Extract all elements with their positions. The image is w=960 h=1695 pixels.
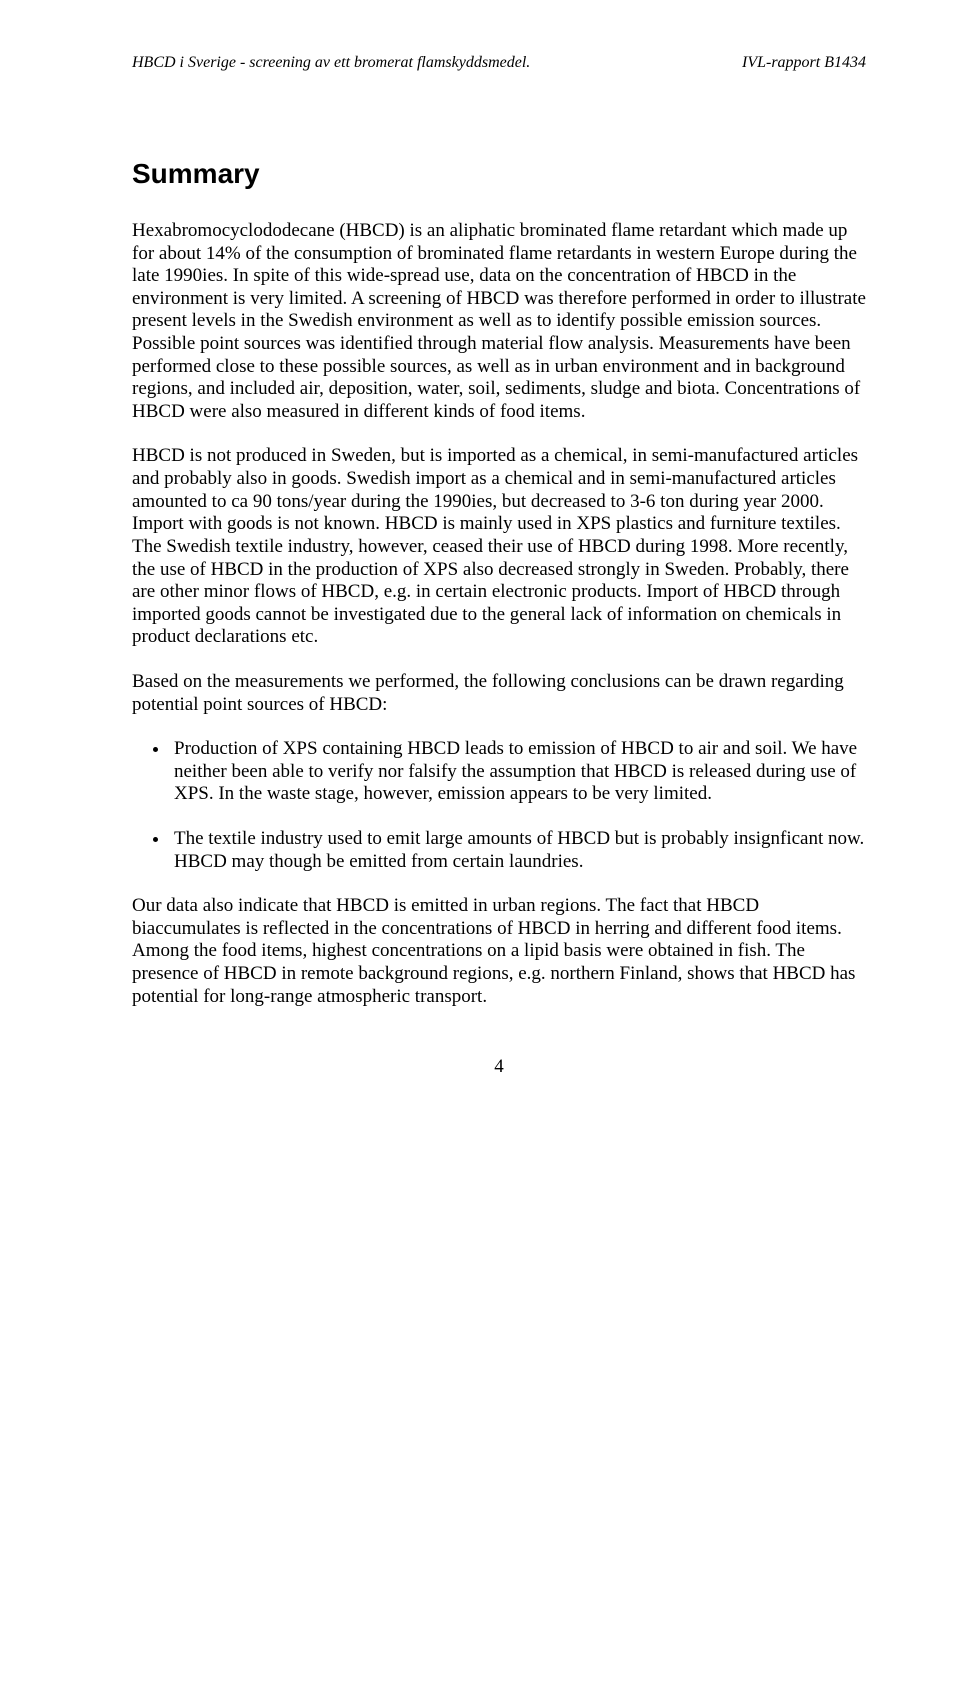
page-header: HBCD i Sverige - screening av ett bromer… — [132, 54, 866, 72]
paragraph-1: Hexabromocyclododecane (HBCD) is an alip… — [132, 220, 866, 423]
document-page: HBCD i Sverige - screening av ett bromer… — [0, 0, 960, 1138]
page-number: 4 — [132, 1056, 866, 1078]
header-right: IVL-rapport B1434 — [742, 54, 866, 72]
header-left: HBCD i Sverige - screening av ett bromer… — [132, 54, 530, 72]
bullet-item: Production of XPS containing HBCD leads … — [170, 738, 866, 806]
section-title: Summary — [132, 158, 866, 190]
bullet-list: Production of XPS containing HBCD leads … — [132, 738, 866, 873]
paragraph-3: Based on the measurements we performed, … — [132, 671, 866, 716]
paragraph-2: HBCD is not produced in Sweden, but is i… — [132, 445, 866, 648]
paragraph-4: Our data also indicate that HBCD is emit… — [132, 895, 866, 1008]
bullet-item: The textile industry used to emit large … — [170, 828, 866, 873]
